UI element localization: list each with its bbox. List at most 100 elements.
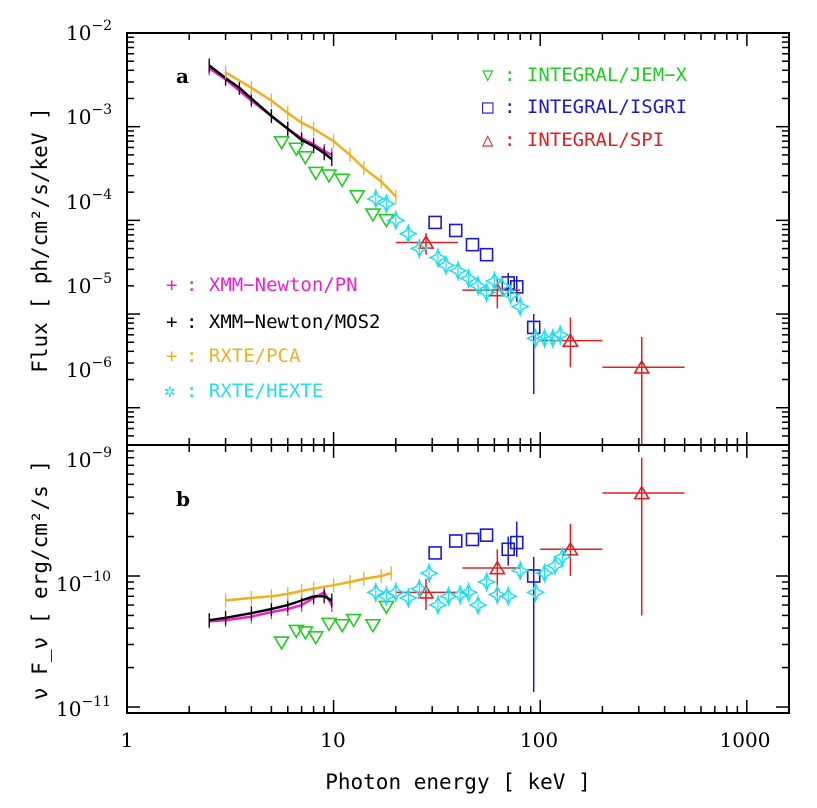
panel-b-integral-isgri-point-0 [428, 546, 442, 560]
legend-label-jemx: : INTEGRAL/JEM−X [504, 64, 688, 86]
panel-a-rxte-hexte-point-14 [510, 296, 530, 317]
panel-b-rxte-hexte-point-6 [428, 595, 448, 615]
x-tick-labels: 1 10 100 1000 [121, 728, 771, 752]
panel-b-rxte-hexte-point-5 [419, 563, 439, 583]
panel-b-integral-jem-x-point-1 [287, 624, 305, 639]
panel-b-frame [126, 444, 790, 714]
panel-a-rxte-hexte-point-10 [476, 282, 497, 303]
panel-b-integral-isgri-point-6 [526, 569, 541, 583]
legend-entry-pca: + : RXTE/PCA [166, 345, 301, 367]
panel-b-integral-isgri-point-5 [509, 535, 524, 550]
panel-b-rxte-hexte-point-15 [525, 582, 546, 603]
panel-b-integral-spi-point-3 [633, 485, 651, 500]
panel-b-rxte-hexte-point-9 [458, 582, 479, 603]
panel-b-rxte-hexte-point-3 [398, 588, 419, 608]
panel-a-integral-jem-x-point-7 [364, 208, 382, 223]
y-axis-title-a: Flux [ ph/cm²/s/keV ] [28, 107, 52, 373]
panel-a-integral-jem-x-point-2 [296, 150, 314, 166]
panel-a-data [208, 58, 685, 445]
y-axis-title-b: ν F_ν [ erg/cm²/s ] [28, 460, 52, 700]
panel-b-integral-jem-x-point-0 [273, 636, 290, 651]
legend-symbol-pca: + [166, 345, 177, 367]
panel-b-y-tick-labels: 10−9 10−10 10−11 [56, 445, 112, 721]
legend-integral: ▽ : INTEGRAL/JEM−X □ : INTEGRAL/ISGRI △ … [482, 64, 688, 151]
panel-a-integral-jem-x-point-8 [377, 213, 395, 229]
legend-symbol-spi: △ [482, 129, 494, 151]
panel-b-rxte-hexte-point-12 [487, 584, 508, 605]
y-tick-label-a-1: 10−3 [66, 102, 112, 129]
legend-label-spi: : INTEGRAL/SPI [504, 129, 664, 151]
panel-b-integral-jem-x-point-4 [320, 617, 338, 632]
panel-b-integral-isgri-point-2 [465, 532, 480, 547]
panel-b-rxte-hexte-point-13 [498, 586, 518, 607]
panel-a-rxte-hexte-point-6 [436, 255, 456, 276]
panel-b-rxte-hexte-point-0 [366, 582, 386, 603]
legend-xmm-rxte: + : XMM−Newton/PN + : XMM−Newton/MOS2 + … [164, 274, 380, 402]
panel-a-integral-isgri-point-0 [428, 215, 442, 230]
panel-a-rxte-hexte-point-4 [409, 238, 430, 259]
legend-entry-isgri: □ : INTEGRAL/ISGRI [482, 96, 687, 118]
panel-b-integral-isgri-point-1 [448, 534, 463, 548]
y-tick-label-a-3: 10−5 [66, 271, 112, 298]
panel-a-rxte-hexte-point-0 [366, 189, 386, 209]
panel-a-integral-isgri-point-4 [501, 276, 516, 290]
panel-b-rxte-hexte-point-1 [376, 586, 397, 607]
x-tick-label-1000: 1000 [720, 728, 771, 752]
legend-label-hexte: : RXTE/HEXTE [186, 380, 323, 402]
panel-a-label: a [176, 64, 189, 88]
legend-symbol-jemx: ▽ [482, 64, 494, 86]
x-tick-label-10: 10 [320, 728, 345, 752]
x-axis-title: Photon energy [ keV ] [325, 770, 591, 794]
panel-b-integral-jem-x-point-5 [333, 618, 351, 634]
panel-a-integral-jem-x-point-6 [348, 190, 366, 205]
panel-a-integral-jem-x-point-3 [307, 166, 325, 181]
panel-a-integral-spi-point-3 [633, 359, 651, 374]
panel-b-rxte-hexte-point-4 [409, 578, 430, 599]
legend-entry-jemx: ▽ : INTEGRAL/JEM−X [482, 64, 688, 86]
legend-entry-pn: + : XMM−Newton/PN [166, 274, 358, 296]
legend-label-mos2: : XMM−Newton/MOS2 [186, 311, 380, 333]
legend-entry-hexte: ✲ : RXTE/HEXTE [164, 380, 323, 402]
panel-a-rxte-hexte-point-9 [468, 276, 488, 296]
panel-b-rxte-hexte-point-11 [476, 572, 497, 592]
y-tick-label-a-0: 10−2 [66, 18, 112, 45]
panel-b-integral-isgri-point-3 [479, 528, 494, 542]
panel-b-label: b [176, 487, 190, 511]
panel-a-rxte-hexte-point-18 [550, 325, 570, 345]
panel-b-rxte-hexte-point-17 [545, 555, 565, 576]
panel-b-rxte-pca-spectrum [225, 571, 392, 602]
panel-a-rxte-hexte-point-11 [484, 271, 505, 291]
legend-symbol-isgri: □ [482, 96, 494, 118]
panel-b-integral-spi-point-2 [562, 541, 579, 556]
panel-a-rxte-hexte-point-2 [386, 210, 406, 231]
panel-a-y-tick-labels: 10−2 10−3 10−4 10−5 10−6 [66, 18, 112, 382]
panel-a-rxte-hexte-point-7 [448, 260, 468, 281]
panel-b-integral-spi-point-0 [417, 584, 435, 599]
panel-a-xmm-newton-mos2-spectrum [208, 64, 333, 161]
panel-b-ticks [126, 444, 789, 714]
panel-b-rxte-hexte-point-2 [386, 582, 406, 603]
panel-a-rxte-hexte-point-3 [398, 223, 419, 244]
panel-a-integral-isgri-point-2 [465, 237, 480, 252]
panel-b-rxte-hexte-point-16 [534, 563, 555, 583]
panel-a-rxte-hexte-point-13 [500, 285, 521, 305]
panel-b-data [208, 457, 685, 693]
legend-entry-spi: △ : INTEGRAL/SPI [482, 129, 664, 151]
y-tick-label-a-4: 10−6 [66, 355, 112, 382]
legend-label-pn: : XMM−Newton/PN [186, 274, 358, 296]
panel-a-integral-jem-x-point-0 [273, 135, 290, 151]
legend-symbol-mos2: + [166, 311, 177, 333]
panel-a-rxte-hexte-point-12 [491, 276, 512, 296]
panel-b-rxte-hexte-point-14 [510, 560, 530, 581]
panel-a-integral-jem-x-point-5 [333, 173, 351, 188]
panel-a-ticks [126, 32, 789, 446]
panel-a-integral-jem-x-point-1 [287, 142, 305, 157]
panel-b-integral-jem-x-point-7 [364, 618, 382, 634]
x-tick-label-100: 100 [520, 728, 558, 752]
panel-b-rxte-hexte-point-10 [468, 595, 488, 615]
legend-label-isgri: : INTEGRAL/ISGRI [504, 96, 687, 118]
panel-a-rxte-hexte-point-1 [376, 194, 397, 214]
panel-b-rxte-hexte-point-8 [450, 584, 470, 605]
panel-b-integral-jem-x-point-6 [345, 613, 363, 629]
